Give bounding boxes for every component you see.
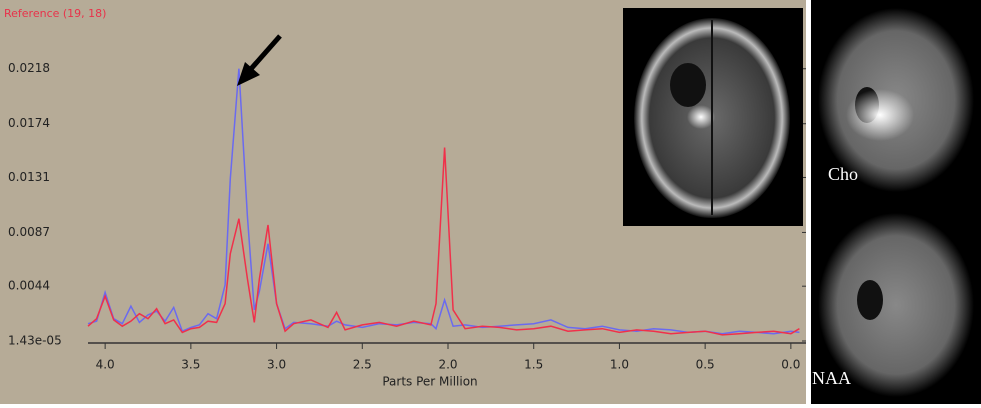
x-tick-label: 4.0 [96,358,115,372]
map-label: Cho [828,164,858,184]
metabolite-maps [811,0,981,404]
y-tick-label: 0.0174 [8,116,50,130]
mri-inset [623,8,803,226]
chart-title: Reference (19, 18) [4,7,106,20]
y-tick-label: 0.0087 [8,225,50,239]
y-tick-label: 0.0131 [8,170,50,184]
x-axis-label: Parts Per Million [382,375,477,389]
spectrum-line [87,147,800,336]
x-tick-label: 2.5 [353,358,372,372]
x-tick-label: 1.5 [524,358,543,372]
x-tick-label: 3.0 [267,358,286,372]
map-label: NAA [812,368,851,388]
x-tick-label: 3.5 [181,358,200,372]
x-tick-label: 0.0 [781,358,800,372]
x-tick-label: 2.0 [438,358,457,372]
x-tick-label: 1.0 [610,358,629,372]
arrow [237,34,282,86]
y-tick-label: 1.43e-05 [8,334,62,348]
y-tick-label: 0.0044 [8,279,50,293]
y-tick-label: 0.0218 [8,61,50,75]
separator [806,0,811,404]
x-tick-label: 0.5 [696,358,715,372]
plot-area: 1.43e-05 0.0044 0.0087 0.0131 0.0174 0.0218 4.… [8,61,808,372]
